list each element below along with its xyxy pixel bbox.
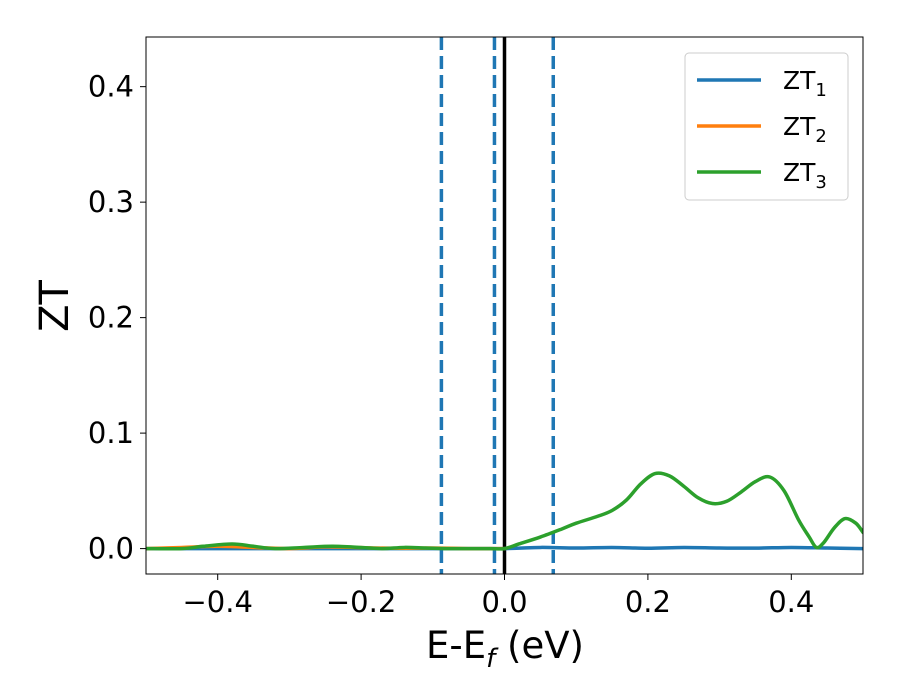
y-tick-label: 0.1 — [88, 416, 134, 450]
y-axis-ticks: 0.0 0.1 0.2 0.3 0.4 — [88, 70, 146, 566]
y-tick-label: 0.3 — [88, 185, 134, 219]
legend: ZT1 ZT2 ZT3 — [684, 52, 849, 201]
series-line-zt3 — [146, 471, 863, 551]
legend-label-zt2: ZT2 — [783, 112, 827, 147]
x-tick-label: 0.4 — [768, 585, 814, 619]
x-tick-label: −0.4 — [182, 585, 252, 619]
x-tick-label: 0.2 — [625, 585, 671, 619]
y-tick-label: 0.2 — [88, 301, 134, 335]
series-lines — [146, 471, 863, 551]
legend-entries: ZT1 ZT2 ZT3 — [697, 66, 827, 193]
legend-label-zt1: ZT1 — [783, 66, 827, 101]
x-axis-label-main: E-E — [426, 624, 486, 667]
y-tick-label: 0.0 — [88, 532, 134, 566]
x-axis-label: E-Ef (eV) — [426, 624, 584, 674]
x-tick-label: −0.2 — [326, 585, 396, 619]
x-axis-label-suffix: (eV) — [495, 624, 584, 667]
vertical-lines — [439, 37, 556, 574]
x-axis-ticks: −0.4 −0.2 0.0 0.2 0.4 — [182, 574, 814, 619]
legend-label-zt3: ZT3 — [783, 158, 827, 193]
legend-box — [684, 52, 849, 201]
y-axis-label: ZT — [32, 280, 78, 332]
x-tick-label: 0.0 — [481, 585, 527, 619]
y-tick-label: 0.4 — [88, 70, 134, 104]
